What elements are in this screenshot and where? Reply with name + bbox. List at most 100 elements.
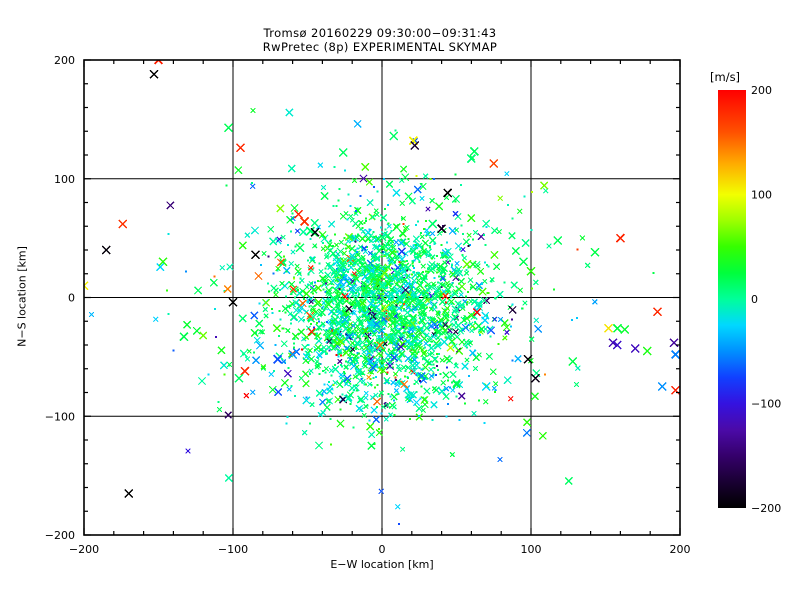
scatter-marker <box>374 375 377 378</box>
scatter-marker <box>374 256 381 262</box>
scatter-marker <box>223 123 234 133</box>
scatter-marker <box>451 328 454 331</box>
scatter-marker <box>213 275 216 278</box>
scatter-marker <box>387 203 390 206</box>
scatter-marker <box>393 399 396 402</box>
scatter-marker <box>516 208 523 215</box>
scatter-marker <box>369 265 372 268</box>
scatter-marker <box>392 350 399 357</box>
scatter-marker <box>482 398 489 405</box>
scatter-marker <box>304 334 310 340</box>
scatter-marker <box>326 383 334 391</box>
scatter-marker <box>223 373 226 376</box>
scatter-marker <box>386 371 389 374</box>
scatter-marker <box>368 350 371 353</box>
scatter-marker <box>364 228 372 237</box>
scatter-marker <box>411 262 414 265</box>
scatter-marker <box>385 402 391 408</box>
scatter-marker <box>261 250 267 256</box>
scatter-marker <box>322 369 325 372</box>
scatter-marker <box>411 264 414 267</box>
scatter-marker <box>285 327 291 334</box>
x-tick-label: 0 <box>379 543 386 556</box>
scatter-marker <box>388 362 391 365</box>
scatter-marker <box>532 279 539 286</box>
scatter-marker <box>367 300 375 308</box>
scatter-marker <box>419 195 425 202</box>
scatter-marker <box>363 344 369 351</box>
scatter-marker <box>209 278 218 287</box>
scatter-marker <box>388 348 391 351</box>
scatter-marker <box>393 320 396 323</box>
scatter-marker <box>383 333 386 336</box>
scatter-marker <box>437 224 447 234</box>
scatter-marker <box>339 284 342 287</box>
scatter-marker <box>308 319 311 322</box>
scatter-marker <box>320 314 323 317</box>
scatter-marker <box>425 294 428 297</box>
scatter-marker <box>420 302 423 305</box>
scatter-marker <box>462 238 471 246</box>
scatter-marker <box>371 331 378 337</box>
scatter-marker <box>590 247 600 257</box>
scatter-marker <box>433 328 439 334</box>
scatter-marker <box>391 279 394 282</box>
scatter-marker <box>449 451 455 458</box>
scatter-marker <box>452 380 461 389</box>
scatter-marker <box>416 373 419 376</box>
scatter-marker <box>415 277 422 283</box>
scatter-marker <box>321 388 327 394</box>
scatter-marker <box>382 278 385 281</box>
scatter-marker <box>487 292 490 295</box>
scatter-marker <box>428 219 438 229</box>
scatter-marker <box>430 320 439 329</box>
scatter-marker <box>522 428 531 437</box>
scatter-marker <box>398 319 401 322</box>
scatter-marker <box>310 218 319 227</box>
scatter-marker <box>433 290 440 297</box>
scatter-marker <box>389 395 392 398</box>
scatter-marker <box>451 322 457 328</box>
scatter-marker <box>294 228 301 234</box>
scatter-marker <box>421 304 427 310</box>
scatter-marker <box>335 267 338 270</box>
scatter-marker <box>375 328 378 331</box>
scatter-marker <box>517 287 524 293</box>
scatter-marker <box>431 296 434 299</box>
scatter-marker <box>315 389 324 397</box>
scatter-marker <box>415 390 418 393</box>
scatter-marker <box>334 291 343 300</box>
scatter-marker <box>360 324 363 327</box>
scatter-marker <box>309 422 312 425</box>
scatter-marker <box>413 253 416 256</box>
scatter-marker <box>372 356 375 359</box>
scatter-marker <box>337 269 340 272</box>
scatter-marker <box>272 324 281 333</box>
scatter-marker <box>294 296 297 299</box>
scatter-marker <box>380 412 383 415</box>
scatter-marker <box>392 223 401 232</box>
scatter-marker <box>485 352 493 361</box>
scatter-marker <box>402 225 408 232</box>
scatter-marker <box>384 379 390 385</box>
scatter-marker <box>321 306 324 309</box>
scatter-marker <box>490 227 499 235</box>
scatter-marker <box>373 208 379 214</box>
scatter-marker <box>361 355 369 363</box>
scatter-marker <box>403 307 406 310</box>
scatter-marker <box>570 318 573 321</box>
scatter-marker <box>503 281 506 284</box>
scatter-marker <box>223 285 232 294</box>
scatter-marker <box>379 310 387 319</box>
scatter-marker <box>330 329 333 332</box>
scatter-marker <box>491 385 497 391</box>
scatter-marker <box>415 404 423 413</box>
scatter-marker <box>608 338 618 348</box>
scatter-marker <box>353 210 359 217</box>
scatter-marker <box>386 300 389 303</box>
scatter-marker <box>383 327 386 330</box>
scatter-marker <box>356 258 365 266</box>
scatter-marker <box>307 267 315 275</box>
scatter-marker <box>387 222 390 225</box>
scatter-marker <box>345 332 354 341</box>
